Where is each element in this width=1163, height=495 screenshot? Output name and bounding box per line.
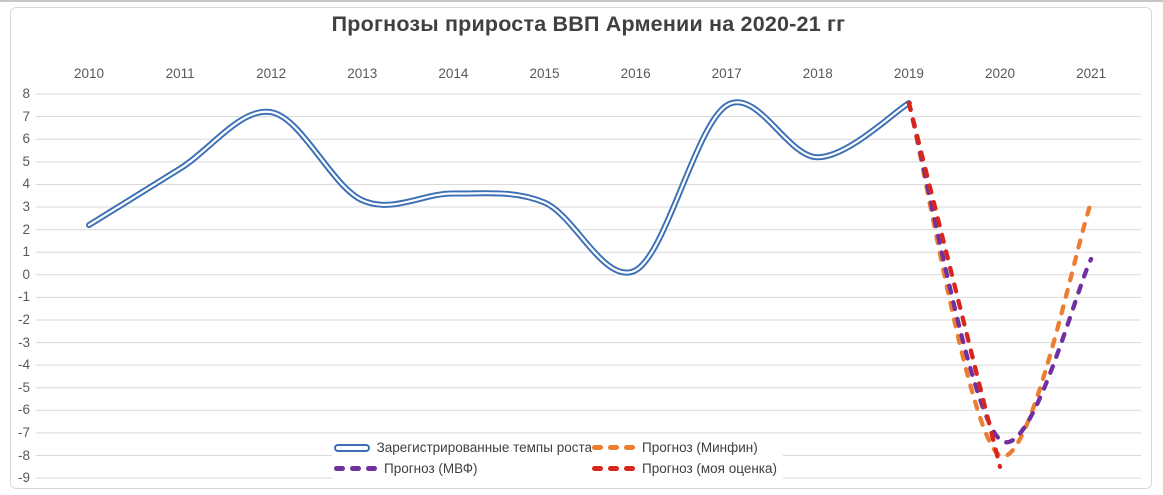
legend-line-marker [334, 443, 370, 452]
y-tick-label: 1 [22, 244, 30, 260]
x-tick-label: 2010 [73, 66, 105, 81]
y-tick-label: -7 [17, 424, 30, 440]
y-tick-label: 3 [22, 199, 30, 215]
series-line-3 [906, 100, 1003, 469]
y-tick-label: -9 [17, 470, 30, 486]
x-tick-label: 2011 [165, 66, 195, 81]
legend-item-minfin: Прогноз (Минфин) [592, 440, 777, 455]
x-tick-label: 2013 [347, 66, 378, 81]
x-tick-label: 2021 [1076, 66, 1107, 81]
legend-label: Прогноз (моя оценка) [642, 461, 777, 476]
window-top-border [0, 0, 1163, 2]
x-tick-label: 2019 [893, 66, 924, 81]
x-tick-label: 2012 [256, 66, 287, 81]
series-line-2 [906, 100, 1094, 445]
x-tick-label: 2020 [984, 66, 1016, 81]
legend-label: Прогноз (Минфин) [642, 440, 758, 455]
legend-label: Зарегистрированные темпы роста [376, 440, 592, 455]
series-line-0 [86, 99, 912, 276]
legend-item-imf: Прогноз (МВФ) [334, 461, 592, 476]
y-tick-label: 0 [22, 266, 30, 282]
legend-label: Прогноз (МВФ) [384, 461, 478, 476]
series-line-core-0 [87, 101, 910, 274]
legend-dash-marker [592, 466, 635, 471]
y-tick-label: -6 [17, 402, 30, 418]
y-tick-label: 6 [22, 131, 30, 147]
x-tick-label: 2018 [802, 66, 833, 81]
x-tick-label: 2017 [711, 66, 742, 81]
y-tick-label: -8 [17, 447, 30, 463]
chart-title: Прогнозы прироста ВВП Армении на 2020-21… [331, 12, 846, 36]
y-tick-label: -5 [17, 379, 30, 395]
y-tick-label: 2 [22, 221, 30, 237]
y-tick-label: -4 [17, 357, 30, 373]
legend-dash-marker [592, 445, 635, 450]
legend: Зарегистрированные темпы роста Прогноз (… [332, 436, 783, 480]
y-tick-label: -2 [17, 311, 30, 327]
x-tick-label: 2015 [529, 66, 560, 81]
y-tick-label: -3 [17, 334, 30, 350]
y-tick-label: 8 [22, 86, 30, 102]
y-tick-label: 7 [22, 108, 30, 124]
y-tick-label: 4 [22, 176, 30, 192]
legend-dash-marker [334, 466, 377, 471]
chart-frame [10, 7, 1152, 489]
legend-item-my-estimate: Прогноз (моя оценка) [592, 461, 777, 476]
legend-item-registered: Зарегистрированные темпы роста [334, 440, 592, 455]
y-tick-label: -1 [17, 289, 30, 305]
x-tick-label: 2016 [620, 66, 651, 81]
y-tick-label: 5 [22, 153, 30, 169]
series-line-1 [906, 100, 1094, 459]
x-tick-label: 2014 [438, 66, 469, 81]
